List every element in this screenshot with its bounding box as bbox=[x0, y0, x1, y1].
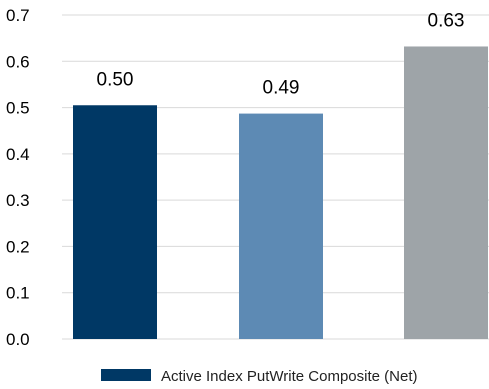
y-axis: 0.0 0.1 0.2 0.3 0.4 0.5 0.6 0.7 bbox=[6, 6, 30, 349]
y-tick-label: 0.1 bbox=[6, 284, 30, 303]
y-tick-label: 0.5 bbox=[6, 99, 30, 118]
y-tick-label: 0.6 bbox=[6, 52, 30, 71]
y-tick-label: 0.7 bbox=[6, 6, 30, 25]
data-label: 0.63 bbox=[428, 10, 465, 31]
y-tick-label: 0.0 bbox=[6, 330, 30, 349]
bar bbox=[73, 105, 157, 339]
y-tick-label: 0.4 bbox=[6, 145, 30, 164]
legend-swatch bbox=[101, 369, 151, 381]
legend: Active Index PutWrite Composite (Net) bbox=[101, 368, 417, 385]
bar bbox=[404, 46, 488, 339]
legend-label: Active Index PutWrite Composite (Net) bbox=[161, 368, 417, 385]
y-tick-label: 0.2 bbox=[6, 237, 30, 256]
data-label: 0.50 bbox=[97, 69, 134, 90]
y-tick-label: 0.3 bbox=[6, 191, 30, 210]
bar bbox=[239, 114, 323, 339]
data-label: 0.49 bbox=[263, 78, 300, 99]
